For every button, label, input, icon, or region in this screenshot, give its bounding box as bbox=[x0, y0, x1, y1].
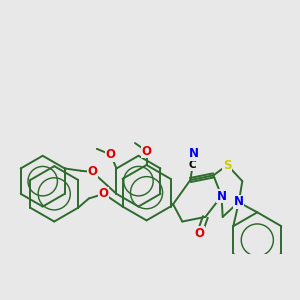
Text: C: C bbox=[189, 160, 196, 170]
Text: O: O bbox=[106, 148, 116, 161]
Text: N: N bbox=[189, 147, 199, 160]
Text: N: N bbox=[234, 195, 244, 208]
Text: O: O bbox=[99, 187, 109, 200]
Text: O: O bbox=[142, 145, 152, 158]
Text: O: O bbox=[195, 226, 205, 240]
Text: S: S bbox=[223, 158, 232, 172]
Text: N: N bbox=[217, 190, 226, 203]
Text: O: O bbox=[87, 165, 98, 178]
